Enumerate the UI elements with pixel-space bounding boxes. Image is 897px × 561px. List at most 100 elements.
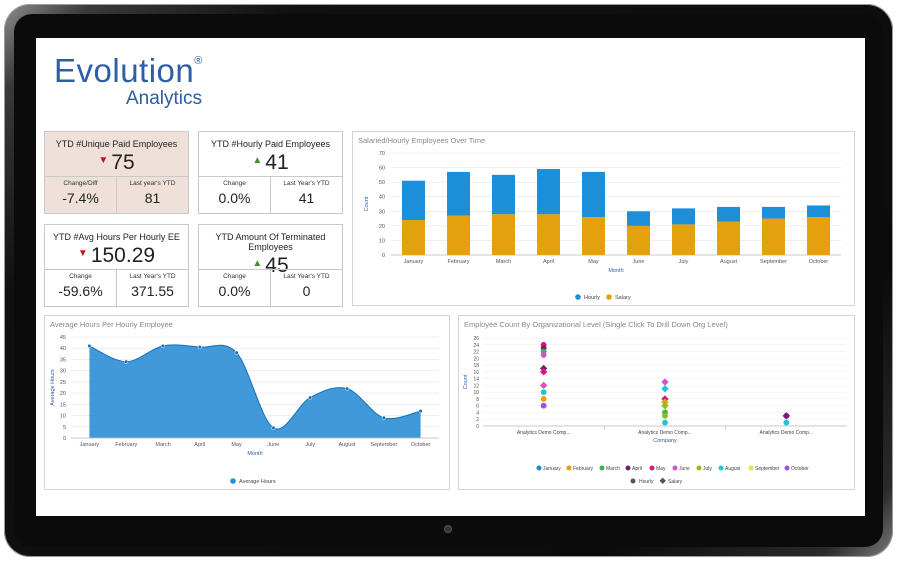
kpi-sub-label: Change <box>223 273 246 280</box>
legend-marker-month <box>536 465 542 471</box>
chart-title: Employee Count By Organizational Level (… <box>464 320 728 329</box>
bar-salary <box>762 218 785 255</box>
bar-hourly <box>672 208 695 225</box>
kpi-sub-value: 0.0% <box>218 283 251 299</box>
x-tick-label: May <box>588 259 599 265</box>
y-tick-label: 8 <box>476 397 479 403</box>
bar-salary <box>537 214 560 255</box>
bar-hourly <box>582 171 605 218</box>
legend-label-hourly: Hourly <box>639 479 654 485</box>
y-tick-label: 12 <box>473 383 479 389</box>
x-tick-label: October <box>411 442 431 448</box>
legend-marker-month <box>696 465 702 471</box>
dashboard-screen: Evolution® Analytics YTD #Unique Paid Em… <box>36 38 865 516</box>
y-axis-title: Count <box>364 196 370 211</box>
legend-marker-month <box>748 465 754 471</box>
legend-marker-month <box>649 465 655 471</box>
y-tick-label: 30 <box>379 209 385 215</box>
logo-line1: Evolution <box>54 52 195 89</box>
avg-hours-chart-panel[interactable]: Average Hours Per Hourly Employee 0 5 10 15… <box>44 315 450 490</box>
kpi-value: 45 <box>265 254 289 277</box>
scatter-point-salary <box>539 368 548 376</box>
kpi-sub-value: 41 <box>298 190 315 206</box>
kpi-sub-label: Change <box>69 273 92 280</box>
y-tick-label: 40 <box>60 346 66 352</box>
y-tick-label: 2 <box>476 417 479 423</box>
kpi-title: YTD #Avg Hours Per Hourly EE <box>53 232 180 242</box>
salaried-hourly-chart[interactable]: 0 10 20 30 40 50 60 70 January February March April… <box>353 132 854 305</box>
kpi-sub-value: 371.55 <box>131 283 174 299</box>
y-tick-label: 14 <box>473 377 479 383</box>
scatter-point-hourly <box>540 389 547 396</box>
bar-salary <box>582 217 605 255</box>
legend-label-month: April <box>632 466 642 472</box>
y-tick-label: 15 <box>60 402 66 408</box>
data-point <box>381 415 386 420</box>
data-point <box>308 395 313 400</box>
bar-hourly <box>627 211 650 226</box>
bar-salary <box>627 225 650 255</box>
scatter-point-hourly <box>540 402 547 409</box>
kpi-sub-value: -59.6% <box>58 283 103 299</box>
scatter-point-salary <box>539 381 548 390</box>
x-axis-title: Company <box>653 438 677 444</box>
y-tick-label: 22 <box>473 350 479 356</box>
data-point <box>234 350 239 355</box>
kpi-sub-value: 81 <box>144 190 161 206</box>
kpi-sub-value: 0 <box>302 283 311 299</box>
legend-marker-hourly <box>630 478 636 484</box>
x-tick-label: August <box>338 442 356 448</box>
evolution-analytics-logo: Evolution® Analytics <box>54 54 203 110</box>
y-tick-label: 24 <box>473 343 479 349</box>
kpi-sub-value: 0.0% <box>218 190 251 206</box>
bar-salary <box>807 217 830 255</box>
arrow-up-icon: ▲ <box>252 155 263 167</box>
legend-marker-month <box>599 465 605 471</box>
x-tick-label: June <box>633 259 645 265</box>
legend-label-month: February <box>573 466 594 472</box>
x-axis-title: Month <box>608 268 623 274</box>
x-tick-label: February <box>115 442 137 448</box>
x-tick-label: August <box>720 259 738 265</box>
y-tick-label: 5 <box>63 425 66 431</box>
kpi-hourly-paid-employees[interactable]: YTD #Hourly Paid Employees ▲ 41 Change 0.0… <box>198 131 343 214</box>
bar-hourly <box>492 174 515 215</box>
legend-label-salary: Salary <box>615 295 631 301</box>
data-point <box>197 345 202 350</box>
x-tick-label: May <box>231 442 242 448</box>
kpi-terminated-employees[interactable]: YTD Amount Of Terminated Employees ▲ 45 C… <box>198 224 343 307</box>
data-point <box>160 343 166 349</box>
bar-hourly <box>402 180 425 221</box>
legend-label-month: May <box>656 466 666 472</box>
arrow-down-icon: ▼ <box>77 248 88 260</box>
x-tick-label: January <box>404 259 424 265</box>
legend-label-month: September <box>755 466 780 472</box>
x-axis-title: Month <box>247 451 262 457</box>
salaried-hourly-chart-panel[interactable]: Salaried/Hourly Employees Over Time 0 10 2… <box>352 131 855 306</box>
y-tick-label: 40 <box>379 195 385 201</box>
x-tick-label: Analytics Demo Comp... <box>638 430 692 436</box>
x-tick-label: July <box>305 442 315 448</box>
kpi-avg-hours-per-hourly-ee[interactable]: YTD #Avg Hours Per Hourly EE ▼ 150.29 Cha… <box>44 224 189 307</box>
x-tick-label: March <box>155 442 170 448</box>
bar-salary <box>447 215 470 255</box>
x-tick-label: April <box>194 442 205 448</box>
legend-marker-average-hours <box>230 478 236 484</box>
kpi-unique-paid-employees[interactable]: YTD #Unique Paid Employees ▼ 75 Change/Di… <box>44 131 189 214</box>
bar-salary <box>402 220 425 255</box>
arrow-up-icon: ▲ <box>252 258 263 270</box>
avg-hours-chart[interactable]: 0 5 10 15 20 25 30 35 40 45 January February March Ap… <box>45 316 449 489</box>
x-tick-label: June <box>267 442 279 448</box>
y-tick-label: 70 <box>379 151 385 157</box>
data-point <box>124 359 129 364</box>
org-level-chart-panel[interactable]: Employee Count By Organizational Level (… <box>458 315 855 490</box>
bar-hourly <box>762 206 785 219</box>
legend-marker-month <box>566 465 572 471</box>
scatter-point-salary <box>661 378 669 386</box>
camera-dot <box>444 525 452 533</box>
y-tick-label: 26 <box>473 336 479 342</box>
x-tick-label: February <box>447 259 469 265</box>
kpi-sub-label: Last Year's YTD <box>283 180 330 187</box>
x-tick-label: January <box>80 442 100 448</box>
